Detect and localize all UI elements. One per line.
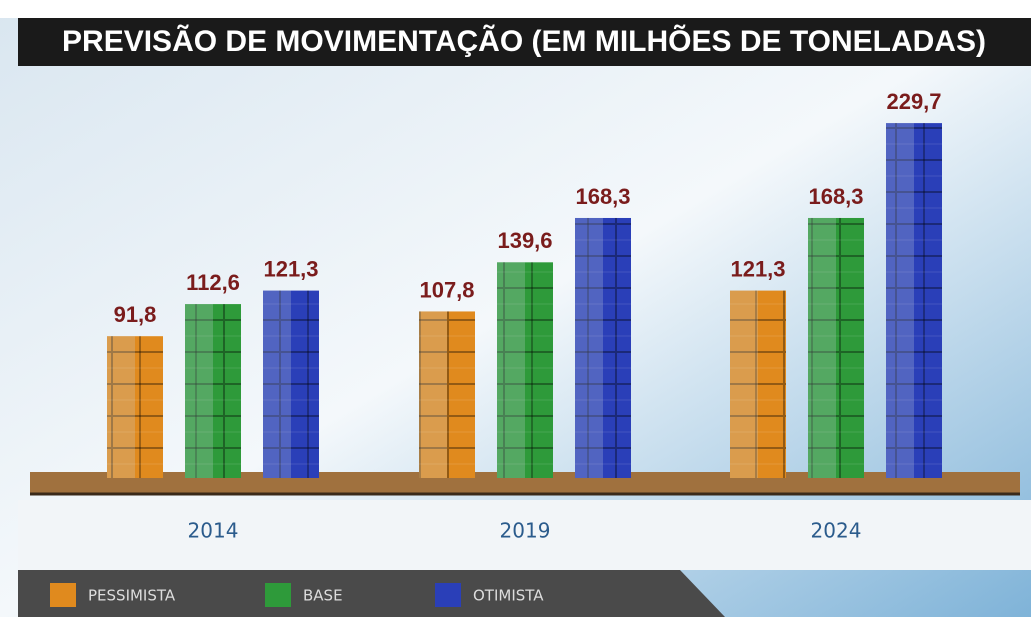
value-label: 168,3	[808, 184, 863, 209]
container-shade	[497, 262, 525, 478]
value-label: 121,3	[730, 256, 785, 281]
chart: PREVISÃO DE MOVIMENTAÇÃO (EM MILHÕES DE …	[0, 0, 1031, 617]
container-shade	[808, 218, 836, 478]
legend-label: BASE	[303, 587, 343, 605]
value-label: 139,6	[497, 228, 552, 253]
container-shade	[886, 123, 914, 478]
value-label: 229,7	[886, 89, 941, 114]
value-label: 91,8	[114, 302, 157, 327]
value-label: 121,3	[263, 256, 318, 281]
legend-swatch	[265, 583, 291, 607]
container-shade	[419, 311, 447, 478]
top-margin	[0, 0, 1031, 18]
legend-swatch	[435, 583, 461, 607]
container-shade	[575, 218, 603, 478]
container-shade	[107, 336, 135, 478]
container-shade	[263, 291, 291, 478]
value-label: 168,3	[575, 184, 630, 209]
legend-swatch	[50, 583, 76, 607]
x-tick-label: 2019	[500, 519, 551, 543]
container-shade	[730, 291, 758, 478]
chart-title: PREVISÃO DE MOVIMENTAÇÃO (EM MILHÕES DE …	[62, 24, 986, 58]
x-tick-label: 2024	[811, 519, 862, 543]
legend-label: PESSIMISTA	[88, 587, 176, 605]
container-shade	[185, 304, 213, 478]
legend-label: OTIMISTA	[473, 587, 544, 605]
x-tick-label: 2014	[188, 519, 239, 543]
value-label: 107,8	[419, 277, 474, 302]
value-label: 112,6	[186, 270, 240, 295]
